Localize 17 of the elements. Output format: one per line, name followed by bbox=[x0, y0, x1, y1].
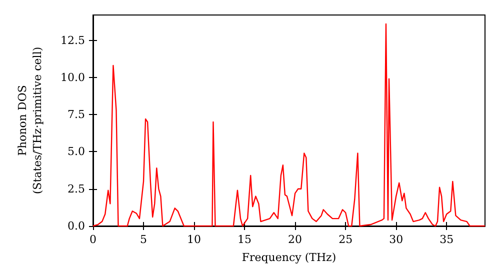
x-tick-label: 30 bbox=[389, 233, 404, 246]
x-tick-label: 15 bbox=[238, 233, 252, 246]
y-tick-label: 0.0 bbox=[68, 220, 85, 232]
x-tick-label: 0 bbox=[90, 233, 96, 246]
y-axis-title: Phonon DOS (States/THz·primitive cell) bbox=[16, 46, 44, 194]
y-tick-label: 12.5 bbox=[60, 34, 85, 47]
x-tick-label: 35 bbox=[440, 233, 454, 246]
x-tick-label: 25 bbox=[338, 233, 353, 246]
x-axis-title: Frequency (THz) bbox=[242, 251, 336, 264]
y-tick-label: 5.0 bbox=[68, 145, 85, 158]
x-tick-label: 20 bbox=[288, 233, 302, 246]
line-series bbox=[92, 23, 486, 227]
x-tick-label: 5 bbox=[140, 233, 148, 246]
y-tick-label: 2.5 bbox=[68, 182, 85, 196]
x-tick-label: 10 bbox=[187, 233, 202, 246]
y-tick-label: 10.0 bbox=[60, 70, 85, 84]
y-tick-label: 7.5 bbox=[68, 108, 85, 122]
